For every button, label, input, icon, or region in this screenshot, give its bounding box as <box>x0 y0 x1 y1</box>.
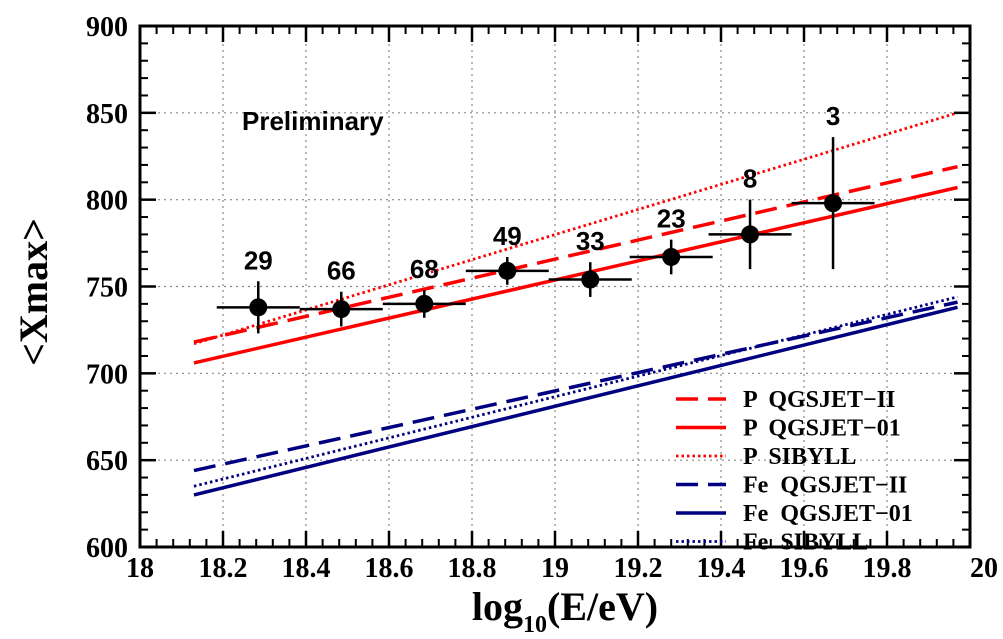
x-axis-title: log10(E/eV) <box>472 584 658 638</box>
y-axis-title: <Xmax> <box>11 218 56 366</box>
y-tick-label: 900 <box>86 12 128 43</box>
event-count-label: 29 <box>244 245 273 275</box>
axis-ticks <box>138 24 972 549</box>
data-points: 29 66 68 49 33 23 8 3 <box>216 101 875 334</box>
tick-labels: 18 18.2 18.4 18.6 18.8 19 19.2 19.4 19.6 19.8 20 60… <box>86 12 998 584</box>
event-count-label: 66 <box>327 256 356 286</box>
data-point <box>249 298 268 317</box>
x-tick-label: 18 <box>126 553 154 584</box>
legend-entry: P SIBYLL <box>743 444 856 470</box>
x-tick-label: 19.6 <box>780 553 829 584</box>
data-point <box>332 300 351 319</box>
data-point <box>498 261 517 280</box>
y-tick-label: 800 <box>86 186 128 217</box>
series-line <box>193 111 958 346</box>
x-tick-label: 19 <box>541 553 569 584</box>
data-point <box>662 247 681 266</box>
series-line <box>193 185 958 365</box>
y-tick-label: 750 <box>86 273 128 304</box>
legend: P QGSJET−II P QGSJET−01P SIBYLL Fe QGSJET−… <box>676 387 913 556</box>
model-lines <box>193 111 958 497</box>
legend-entry: Fe QGSJET−II <box>743 473 907 499</box>
x-tick-label: 18.2 <box>199 553 248 584</box>
series-line <box>193 300 958 473</box>
y-tick-label: 650 <box>86 446 128 477</box>
legend-entry: P QGSJET−II <box>743 387 895 413</box>
data-point <box>415 294 434 313</box>
y-tick-label: 700 <box>86 359 128 390</box>
event-count-label: 23 <box>657 204 686 234</box>
x-tick-label: 19.2 <box>614 553 663 584</box>
event-count-label: 49 <box>493 221 522 251</box>
x-tick-label: 18.4 <box>282 553 331 584</box>
event-count-label: 68 <box>410 254 439 284</box>
event-count-label: 33 <box>576 226 605 256</box>
x-tick-label: 18.6 <box>365 553 414 584</box>
x-tick-label: 19.4 <box>697 553 746 584</box>
legend-entry: Fe QGSJET−01 <box>743 501 913 527</box>
event-count-label: 8 <box>743 164 757 194</box>
data-point <box>741 225 760 244</box>
event-count-label: 3 <box>826 101 840 131</box>
preliminary-label: Preliminary <box>242 106 384 136</box>
x-tick-label: 19.8 <box>863 553 912 584</box>
y-tick-label: 600 <box>86 533 128 564</box>
legend-entry: P QGSJET−01 <box>743 416 901 442</box>
data-point <box>581 270 600 289</box>
y-tick-label: 850 <box>86 99 128 130</box>
series-line <box>193 295 958 488</box>
x-tick-label: 20 <box>970 553 998 584</box>
series-line <box>193 305 958 497</box>
legend-entry: Fe SIBYLL <box>743 530 868 556</box>
x-tick-label: 18.8 <box>448 553 497 584</box>
data-point <box>824 194 843 213</box>
